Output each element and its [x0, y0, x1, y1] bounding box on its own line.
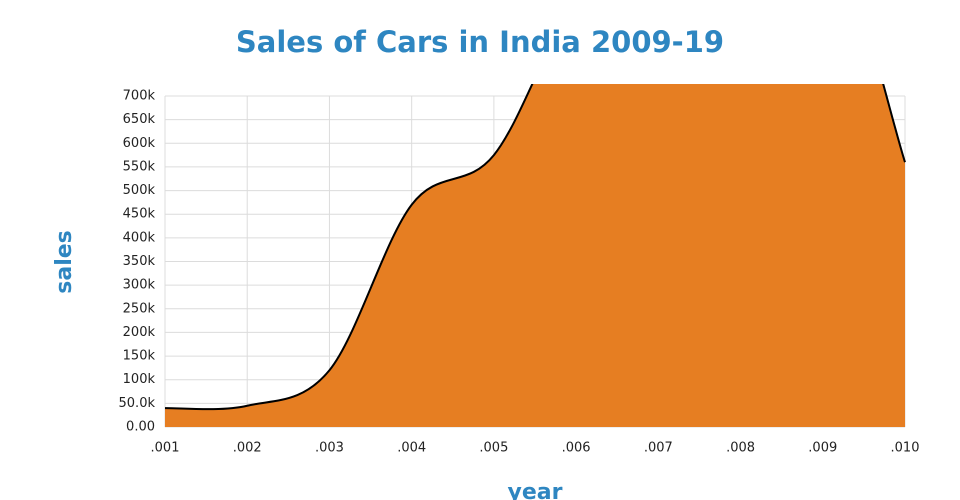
y-tick-label: 400k	[123, 230, 156, 245]
x-tick-label: .009	[808, 441, 837, 456]
y-tick-label: 200k	[123, 325, 156, 340]
area	[165, 84, 905, 427]
x-tick-label: .003	[315, 441, 344, 456]
x-tick-label: .005	[479, 441, 508, 456]
line	[165, 84, 906, 411]
tick-labels: 0.00 50.0k 100k 150k 200k 250k 300k 350k 400k 450…	[119, 89, 920, 456]
y-tick-label: 50.0k	[119, 396, 156, 411]
y-tick-label: 100k	[123, 372, 156, 387]
y-tick-label: 650k	[123, 112, 156, 127]
x-tick-label: .007	[644, 441, 673, 456]
y-tick-label: 600k	[123, 136, 156, 151]
x-axis-title: year	[508, 480, 563, 500]
y-tick-label: 300k	[123, 278, 156, 293]
y-tick-label: 0.00	[126, 420, 155, 435]
y-tick-label: 250k	[123, 301, 156, 316]
y-tick-label: 550k	[123, 159, 156, 174]
x-tick-label: .001	[151, 441, 180, 456]
y-tick-label: 450k	[123, 207, 156, 222]
x-tick-label: .004	[397, 441, 426, 456]
y-tick-label: 700k	[123, 89, 156, 104]
chart-title: Sales of Cars in India 2009-19	[236, 25, 724, 59]
x-tick-label: .008	[726, 441, 755, 456]
y-tick-label: 350k	[123, 254, 156, 269]
x-tick-label: .010	[891, 441, 920, 456]
x-tick-label: .002	[233, 441, 262, 456]
y-axis-title: sales	[52, 230, 77, 294]
plot-area	[165, 84, 906, 427]
y-tick-label: 500k	[123, 183, 156, 198]
y-tick-label: 150k	[123, 349, 156, 364]
x-tick-label: .006	[562, 441, 591, 456]
